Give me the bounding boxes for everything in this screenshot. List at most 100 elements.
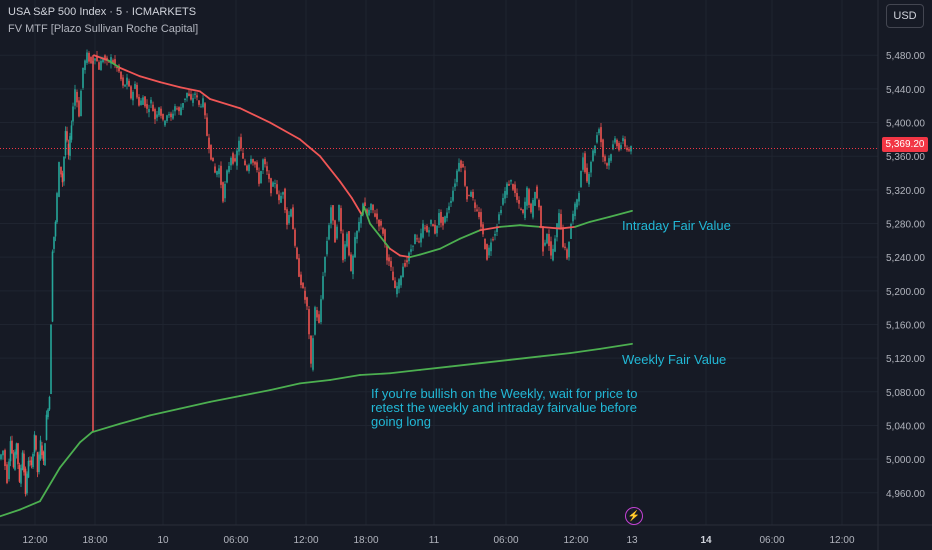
indicator-legend[interactable]: FV MTF [Plazo Sullivan Roche Capital] (8, 23, 199, 35)
candle-body (570, 223, 572, 239)
annotation-intraday: Intraday Fair Value (622, 218, 731, 233)
currency-button[interactable]: USD (886, 4, 924, 28)
candle-body (480, 212, 482, 227)
chart-grid (0, 0, 878, 525)
candle-body (494, 234, 496, 236)
candle-body (38, 454, 40, 473)
candle-body (260, 171, 262, 184)
candle-body (42, 451, 45, 461)
candle-body (70, 125, 73, 140)
candle-body (608, 158, 610, 166)
candle-body (562, 227, 564, 247)
candle-body (442, 216, 444, 226)
intraday-fair-value-line (239, 107, 271, 124)
candle-body (404, 262, 406, 267)
candle-body (112, 60, 114, 63)
candle-body (464, 170, 466, 186)
candle-body (466, 186, 468, 200)
intraday-fair-value-line (389, 247, 401, 257)
y-tick-label: 5,080.00 (886, 388, 925, 399)
candle-body (314, 307, 316, 335)
candle-body (516, 193, 518, 200)
candle-body (420, 233, 422, 243)
candle-body (584, 153, 586, 173)
candle-body (542, 226, 544, 252)
candle-body (63, 156, 65, 182)
candle-body (424, 227, 426, 229)
candle-body (204, 103, 206, 116)
x-tick-label: 12:00 (563, 535, 588, 546)
candle-body (604, 156, 606, 162)
weekly-fair-value-line (299, 379, 331, 385)
candle-body (556, 223, 558, 238)
candle-body (382, 228, 384, 234)
intraday-fair-value-line (499, 224, 521, 228)
candle-body (100, 60, 102, 71)
candle-body (242, 152, 244, 159)
candle-body (582, 157, 584, 170)
candle-body (628, 149, 630, 151)
candle-body (218, 168, 220, 175)
candle-body (202, 98, 204, 107)
candle-body (344, 244, 346, 259)
candle-body (258, 172, 260, 184)
y-tick-label: 5,160.00 (886, 320, 925, 331)
candle-body (60, 166, 62, 175)
candle-body (41, 445, 43, 456)
candle-body (318, 314, 320, 323)
lightning-icon[interactable]: ⚡ (625, 507, 643, 525)
candle-body (158, 107, 160, 116)
candle-body (496, 226, 498, 233)
candle-body (326, 240, 328, 255)
candle-body (82, 67, 84, 88)
candle-body (492, 239, 494, 241)
candle-body (240, 137, 242, 149)
candle-body (534, 191, 536, 206)
chart-symbol-title[interactable]: USA S&P 500 Index · 5 · ICMARKETS (8, 6, 197, 18)
candle-body (170, 113, 172, 118)
intraday-fair-value-line (439, 237, 461, 250)
candle-body (554, 238, 556, 252)
candle-body (286, 209, 288, 225)
candle-body (462, 163, 464, 168)
candle-body (484, 238, 486, 250)
current-price-label: 5,369.20 (882, 137, 928, 152)
x-tick-label: 12:00 (293, 535, 318, 546)
candle-body (486, 244, 488, 260)
candle-body (86, 52, 88, 63)
candle-body (310, 335, 312, 364)
candle-body (488, 247, 490, 256)
candle-body (178, 107, 180, 112)
intraday-fair-value-line (339, 180, 353, 200)
candle-body (264, 158, 266, 165)
candle-body (224, 183, 226, 199)
candle-body (150, 99, 152, 104)
candle-body (304, 290, 306, 300)
candle-body (388, 257, 390, 262)
candle-body (348, 231, 350, 256)
candle-body (222, 182, 224, 202)
candle-body (282, 192, 284, 195)
candle-body (624, 139, 626, 147)
candle-body (446, 212, 448, 218)
intraday-fair-value-line (479, 225, 501, 232)
candle-body (30, 460, 33, 466)
weekly-fair-value-line (179, 400, 211, 410)
candle-body (23, 453, 25, 473)
candle-body (526, 187, 528, 206)
candle-body (376, 213, 378, 220)
weekly-fair-value-line (389, 369, 421, 375)
candle-body (406, 260, 408, 263)
intraday-fair-value-line (589, 215, 611, 223)
candle-body (272, 182, 274, 187)
candle-body (296, 247, 298, 259)
candle-body (316, 310, 318, 318)
candle-body (110, 57, 112, 64)
candle-body (180, 107, 182, 116)
candle-body (276, 184, 278, 194)
candle-body (468, 195, 470, 197)
candle-body (200, 106, 202, 108)
candle-body (184, 98, 186, 101)
candle-body (460, 160, 462, 168)
